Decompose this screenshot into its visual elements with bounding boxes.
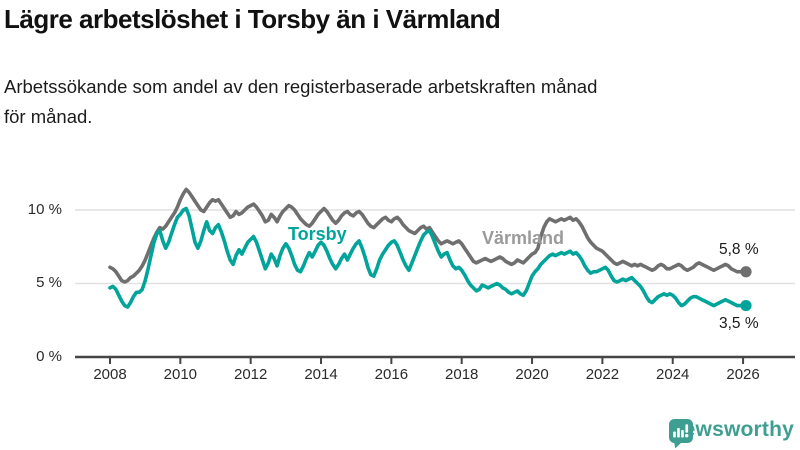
series-line-torsby [108, 206, 748, 309]
x-tick-label-2016: 2016 [374, 366, 409, 383]
x-tick-label-2008: 2008 [93, 366, 127, 383]
x-tick-label-2022: 2022 [585, 366, 620, 383]
x-tick-label-2026: 2026 [726, 366, 760, 383]
page-title: Lägre arbetslöshet i Torsby än i Värmlan… [4, 4, 501, 34]
chart-subtitle-line2: för månad. [4, 106, 93, 127]
x-tick-label-2012: 2012 [233, 366, 268, 383]
end-dot-värmland [740, 266, 752, 278]
x-tick-label-2014: 2014 [304, 366, 338, 383]
series-label-varmland: Värmland [482, 228, 565, 248]
chart-subtitle: Arbetssökande som andel av den registerb… [4, 72, 784, 132]
chart-subtitle-line1: Arbetssökande som andel av den registerb… [4, 76, 598, 97]
newsworthy-wordmark: Newsworthy [668, 418, 794, 441]
y-tick-label-0: 0 % [36, 348, 62, 365]
end-dot-torsby [740, 299, 752, 312]
newsworthy-logo: Newsworthy [668, 418, 794, 449]
end-value-varmland: 5,8 % [719, 241, 759, 258]
y-tick-label-10: 10 % [27, 201, 62, 218]
series-label-torsby: Torsby [288, 224, 347, 244]
newsworthy-logo-icon [669, 419, 694, 449]
end-value-torsby: 3,5 % [719, 315, 759, 332]
x-tick-label-2020: 2020 [515, 366, 549, 383]
series-line-värmland [108, 187, 748, 284]
y-tick-label-5: 5 % [36, 274, 62, 291]
x-tick-label-2018: 2018 [445, 366, 479, 383]
x-tick-label-2010: 2010 [163, 366, 198, 383]
x-tick-label-2024: 2024 [656, 366, 690, 383]
